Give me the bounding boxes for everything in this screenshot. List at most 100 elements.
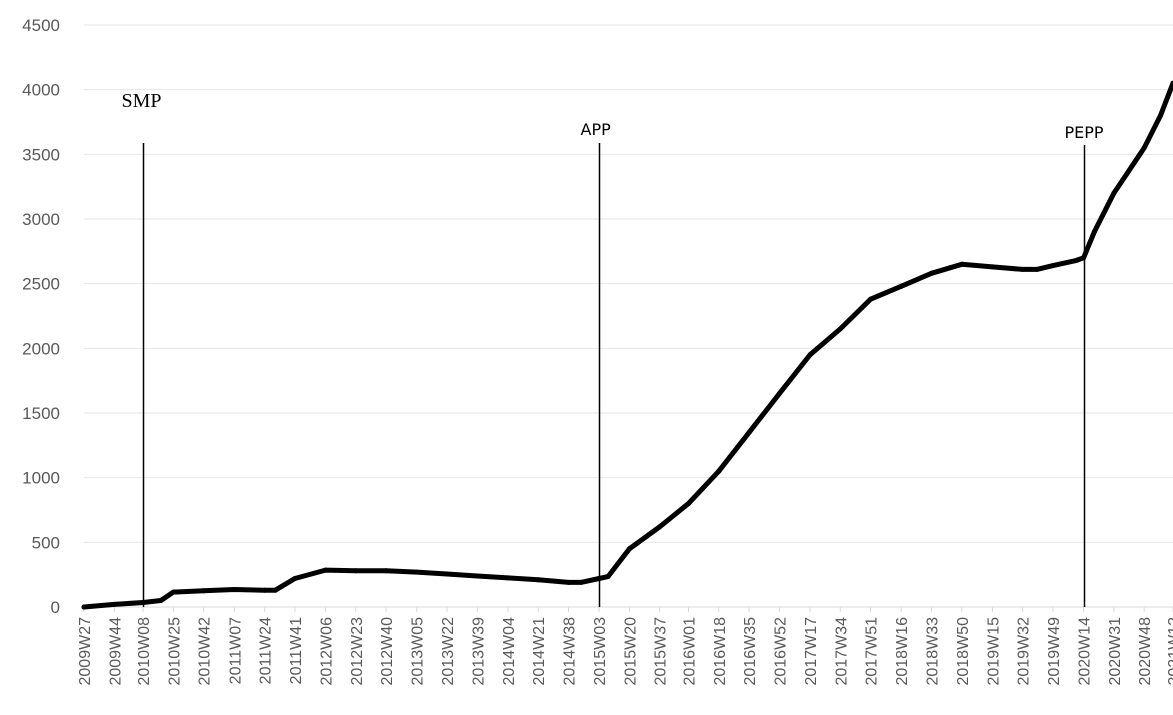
data-point bbox=[158, 598, 164, 603]
x-tick-label: 2019W15 bbox=[985, 617, 1002, 686]
x-tick-label: 2017W51 bbox=[864, 617, 881, 686]
x-tick-label: 2016W01 bbox=[682, 617, 699, 686]
x-tick-label: 2012W23 bbox=[349, 617, 366, 686]
data-point bbox=[1091, 229, 1097, 235]
y-axis-tick-labels: 0 500 1000 1500 2000 2500 3000 3500 4000 4500 bbox=[22, 16, 60, 617]
x-tick-label: 2013W05 bbox=[410, 617, 427, 686]
x-tick-label: 2011W24 bbox=[258, 617, 275, 684]
data-point bbox=[686, 501, 691, 506]
data-point bbox=[292, 576, 298, 581]
data-point bbox=[231, 587, 237, 592]
data-point bbox=[323, 567, 328, 573]
data-point bbox=[776, 391, 782, 397]
x-tick-label: 2013W22 bbox=[440, 617, 457, 686]
x-tick-label: 2009W27 bbox=[77, 617, 94, 686]
x-tick-label: 2015W37 bbox=[653, 617, 670, 686]
annotation-label-smp: SMP bbox=[122, 90, 162, 112]
data-point bbox=[1158, 113, 1163, 118]
series-line bbox=[81, 80, 1173, 610]
data-point bbox=[444, 571, 450, 577]
y-tick-label: 0 bbox=[51, 598, 60, 617]
x-tick-label: 2012W06 bbox=[319, 617, 336, 686]
data-point bbox=[1111, 190, 1117, 196]
x-tick-label: 2015W20 bbox=[622, 617, 639, 686]
x-tick-label: 2010W08 bbox=[136, 617, 153, 686]
data-point bbox=[1074, 257, 1079, 263]
data-point bbox=[170, 589, 176, 595]
data-point bbox=[414, 569, 420, 575]
data-point bbox=[140, 600, 146, 605]
x-tick-label: 2011W41 bbox=[288, 617, 305, 684]
x-tick-label: 2013W39 bbox=[470, 617, 487, 686]
data-point bbox=[746, 429, 752, 435]
x-tick-label: 2010W25 bbox=[166, 617, 183, 686]
x-tick-label: 2014W04 bbox=[501, 617, 518, 686]
data-point bbox=[474, 573, 480, 579]
x-tick-label: 2015W03 bbox=[592, 617, 609, 686]
x-tick-label: 2020W14 bbox=[1077, 617, 1094, 686]
x-tick-label: 2014W38 bbox=[561, 617, 578, 686]
data-point bbox=[505, 575, 511, 581]
x-tick-label: 2016W18 bbox=[712, 617, 729, 686]
data-point bbox=[578, 579, 584, 585]
data-point bbox=[111, 601, 117, 607]
data-point bbox=[605, 574, 611, 580]
x-axis-tick-labels: 2009W27 2009W44 2010W08 2010W25 2010W42 2011W… bbox=[77, 607, 1173, 686]
data-point bbox=[535, 577, 541, 583]
data-point bbox=[1020, 266, 1026, 272]
data-point bbox=[929, 270, 934, 276]
data-point bbox=[807, 352, 813, 358]
x-tick-label: 2011W07 bbox=[227, 617, 244, 684]
y-tick-label: 3000 bbox=[22, 210, 60, 229]
data-point bbox=[959, 261, 965, 267]
annotation-label-app: APP bbox=[581, 120, 612, 139]
y-tick-label: 2500 bbox=[22, 275, 60, 294]
data-point bbox=[1034, 266, 1040, 272]
policy-annotations: SMP APP PEPP bbox=[122, 90, 1104, 607]
x-tick-label: 2018W33 bbox=[924, 617, 941, 686]
y-tick-label: 2000 bbox=[22, 339, 60, 358]
x-tick-label: 2017W17 bbox=[803, 617, 820, 686]
x-tick-label: 2018W50 bbox=[955, 617, 972, 686]
x-tick-label: 2019W32 bbox=[1016, 617, 1033, 686]
data-point bbox=[1170, 80, 1173, 86]
data-point bbox=[1081, 255, 1087, 261]
x-tick-label: 2010W42 bbox=[197, 617, 214, 686]
y-tick-label: 4500 bbox=[22, 16, 60, 35]
data-point bbox=[626, 546, 632, 552]
gridlines bbox=[84, 24, 1173, 543]
x-tick-label: 2016W52 bbox=[772, 617, 789, 686]
data-point bbox=[262, 587, 268, 593]
x-tick-label: 2012W40 bbox=[379, 617, 396, 686]
series-layer bbox=[81, 80, 1173, 610]
data-point bbox=[353, 568, 359, 574]
data-point bbox=[868, 296, 874, 302]
data-point bbox=[837, 326, 843, 332]
y-tick-label: 1500 bbox=[22, 404, 60, 423]
y-tick-label: 1000 bbox=[22, 469, 60, 488]
x-tick-label: 2014W21 bbox=[531, 617, 548, 686]
x-tick-label: 2020W31 bbox=[1107, 617, 1124, 686]
data-point bbox=[898, 283, 904, 289]
x-tick-label: 2020W48 bbox=[1137, 617, 1154, 686]
x-tick-label: 2019W49 bbox=[1046, 617, 1063, 686]
data-point bbox=[989, 264, 995, 270]
y-tick-label: 500 bbox=[32, 533, 60, 552]
x-tick-label: 2021W12 bbox=[1166, 617, 1173, 686]
annotation-label-pepp: PEPP bbox=[1065, 123, 1104, 142]
data-point bbox=[596, 576, 602, 581]
data-point bbox=[272, 587, 278, 593]
data-point bbox=[81, 604, 87, 610]
data-point bbox=[1050, 263, 1056, 269]
data-point bbox=[201, 588, 207, 594]
x-tick-label: 2017W34 bbox=[833, 617, 850, 686]
y-tick-label: 4000 bbox=[22, 81, 60, 100]
data-point bbox=[1141, 145, 1147, 151]
data-point bbox=[716, 468, 722, 474]
data-point bbox=[657, 524, 663, 530]
data-point bbox=[383, 568, 389, 574]
x-tick-label: 2016W35 bbox=[742, 617, 759, 686]
y-tick-label: 3500 bbox=[22, 145, 60, 164]
x-tick-label: 2009W44 bbox=[107, 617, 124, 686]
x-tick-label: 2018W16 bbox=[894, 617, 911, 686]
